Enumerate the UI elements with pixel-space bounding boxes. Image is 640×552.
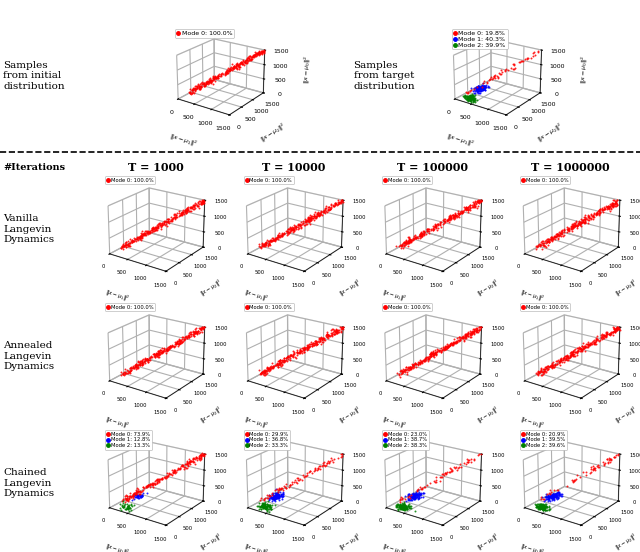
Y-axis label: $\|x-\mu_2\|^2$: $\|x-\mu_2\|^2$ [614, 277, 640, 299]
X-axis label: $\|x-\mu_1\|^2$: $\|x-\mu_1\|^2$ [381, 415, 408, 432]
Text: Vanilla
Langevin
Dynamics: Vanilla Langevin Dynamics [3, 214, 54, 244]
Y-axis label: $\|x-\mu_2\|^2$: $\|x-\mu_2\|^2$ [198, 531, 225, 552]
Legend: Mode 0: 100.0%: Mode 0: 100.0% [520, 176, 570, 184]
Y-axis label: $\|x-\mu_2\|^2$: $\|x-\mu_2\|^2$ [476, 531, 502, 552]
Legend: Mode 0: 100.0%: Mode 0: 100.0% [382, 303, 432, 311]
Legend: Mode 0: 100.0%: Mode 0: 100.0% [105, 303, 156, 311]
X-axis label: $\|x-\mu_1\|^2$: $\|x-\mu_1\|^2$ [445, 131, 476, 150]
X-axis label: $\|x-\mu_1\|^2$: $\|x-\mu_1\|^2$ [104, 542, 131, 552]
Legend: Mode 0: 100.0%: Mode 0: 100.0% [244, 176, 294, 184]
Text: T = 100000: T = 100000 [397, 162, 468, 173]
X-axis label: $\|x-\mu_1\|^2$: $\|x-\mu_1\|^2$ [243, 288, 269, 305]
Legend: Mode 0: 23.0%, Mode 1: 38.7%, Mode 2: 38.3%: Mode 0: 23.0%, Mode 1: 38.7%, Mode 2: 38… [382, 430, 429, 450]
Legend: Mode 0: 100.0%: Mode 0: 100.0% [175, 29, 234, 38]
Legend: Mode 0: 19.8%, Mode 1: 40.3%, Mode 2: 39.9%: Mode 0: 19.8%, Mode 1: 40.3%, Mode 2: 39… [452, 29, 508, 50]
Y-axis label: $\|x-\mu_2\|^2$: $\|x-\mu_2\|^2$ [198, 277, 225, 299]
X-axis label: $\|x-\mu_1\|^2$: $\|x-\mu_1\|^2$ [243, 542, 269, 552]
Y-axis label: $\|x-\mu_2\|^2$: $\|x-\mu_2\|^2$ [337, 277, 364, 299]
Y-axis label: $\|x-\mu_2\|^2$: $\|x-\mu_2\|^2$ [536, 120, 565, 145]
Text: T = 10000: T = 10000 [262, 162, 326, 173]
X-axis label: $\|x-\mu_1\|^2$: $\|x-\mu_1\|^2$ [520, 542, 546, 552]
Y-axis label: $\|x-\mu_2\|^2$: $\|x-\mu_2\|^2$ [337, 404, 364, 426]
Text: T = 1000: T = 1000 [128, 162, 184, 173]
Y-axis label: $\|x-\mu_2\|^2$: $\|x-\mu_2\|^2$ [337, 531, 364, 552]
Legend: Mode 0: 73.9%, Mode 1: 12.8%, Mode 2: 13.3%: Mode 0: 73.9%, Mode 1: 12.8%, Mode 2: 13… [105, 430, 152, 450]
X-axis label: $\|x-\mu_1\|^2$: $\|x-\mu_1\|^2$ [168, 131, 199, 150]
Text: Annealed
Langevin
Dynamics: Annealed Langevin Dynamics [3, 341, 54, 371]
Legend: Mode 0: 29.9%, Mode 1: 36.8%, Mode 2: 33.3%: Mode 0: 29.9%, Mode 1: 36.8%, Mode 2: 33… [244, 430, 291, 450]
Y-axis label: $\|x-\mu_2\|^2$: $\|x-\mu_2\|^2$ [614, 404, 640, 426]
Text: Samples
from initial
distribution: Samples from initial distribution [3, 61, 65, 91]
Legend: Mode 0: 100.0%: Mode 0: 100.0% [382, 176, 432, 184]
Legend: Mode 0: 20.9%, Mode 1: 39.5%, Mode 2: 39.6%: Mode 0: 20.9%, Mode 1: 39.5%, Mode 2: 39… [520, 430, 567, 450]
X-axis label: $\|x-\mu_1\|^2$: $\|x-\mu_1\|^2$ [381, 542, 408, 552]
X-axis label: $\|x-\mu_1\|^2$: $\|x-\mu_1\|^2$ [104, 415, 131, 432]
X-axis label: $\|x-\mu_1\|^2$: $\|x-\mu_1\|^2$ [243, 415, 269, 432]
Text: Chained
Langevin
Dynamics: Chained Langevin Dynamics [3, 468, 54, 498]
X-axis label: $\|x-\mu_1\|^2$: $\|x-\mu_1\|^2$ [520, 288, 546, 305]
X-axis label: $\|x-\mu_1\|^2$: $\|x-\mu_1\|^2$ [381, 288, 408, 305]
Legend: Mode 0: 100.0%: Mode 0: 100.0% [105, 176, 156, 184]
X-axis label: $\|x-\mu_1\|^2$: $\|x-\mu_1\|^2$ [520, 415, 546, 432]
Y-axis label: $\|x-\mu_2\|^2$: $\|x-\mu_2\|^2$ [476, 277, 502, 299]
Y-axis label: $\|x-\mu_2\|^2$: $\|x-\mu_2\|^2$ [614, 531, 640, 552]
Legend: Mode 0: 100.0%: Mode 0: 100.0% [520, 303, 570, 311]
Y-axis label: $\|x-\mu_2\|^2$: $\|x-\mu_2\|^2$ [476, 404, 502, 426]
Legend: Mode 0: 100.0%: Mode 0: 100.0% [244, 303, 294, 311]
Text: #Iterations: #Iterations [3, 163, 65, 172]
Text: Samples
from target
distribution: Samples from target distribution [354, 61, 415, 91]
Y-axis label: $\|x-\mu_2\|^2$: $\|x-\mu_2\|^2$ [198, 404, 225, 426]
Text: T = 1000000: T = 1000000 [531, 162, 610, 173]
X-axis label: $\|x-\mu_1\|^2$: $\|x-\mu_1\|^2$ [104, 288, 131, 305]
Y-axis label: $\|x-\mu_2\|^2$: $\|x-\mu_2\|^2$ [259, 120, 289, 145]
